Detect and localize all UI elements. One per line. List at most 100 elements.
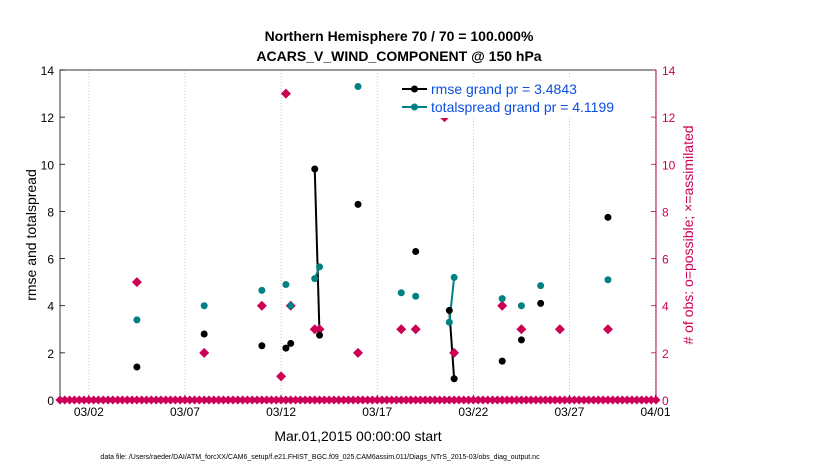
obs-zero-marker bbox=[69, 395, 79, 405]
legend-rmse-label: rmse grand pr = 3.4843 bbox=[431, 81, 577, 97]
x-tick-label: 04/01 bbox=[640, 405, 670, 419]
obs-zero-marker bbox=[127, 395, 137, 405]
obs-zero-marker bbox=[262, 395, 272, 405]
right-y-tick-label: 2 bbox=[662, 347, 669, 361]
obs-zero-marker bbox=[233, 395, 243, 405]
totalspread-point bbox=[445, 318, 453, 326]
obs-zero-marker bbox=[589, 395, 599, 405]
obs-zero-marker bbox=[79, 395, 89, 405]
obs-zero-marker bbox=[319, 395, 329, 405]
obs-zero-marker bbox=[550, 395, 560, 405]
obs-count-marker bbox=[199, 347, 210, 358]
obs-zero-marker bbox=[512, 395, 522, 405]
obs-zero-marker bbox=[536, 395, 546, 405]
obs-zero-marker bbox=[223, 395, 233, 405]
obs-zero-marker bbox=[464, 395, 474, 405]
obs-zero-marker bbox=[584, 395, 594, 405]
obs-zero-marker bbox=[98, 395, 108, 405]
obs-zero-marker bbox=[637, 395, 647, 405]
obs-zero-marker bbox=[603, 395, 613, 405]
legend: rmse grand pr = 3.4843 totalspread grand… bbox=[396, 78, 648, 118]
obs-zero-marker bbox=[175, 395, 185, 405]
chart-title-line2: ACARS_V_WIND_COMPONENT @ 150 hPa bbox=[256, 48, 541, 64]
obs-zero-marker bbox=[363, 395, 373, 405]
obs-zero-marker bbox=[608, 395, 618, 405]
right-y-tick-label: 6 bbox=[662, 253, 669, 267]
obs-zero-marker bbox=[627, 395, 637, 405]
obs-zero-marker bbox=[593, 395, 603, 405]
obs-zero-marker bbox=[180, 395, 190, 405]
obs-count-marker bbox=[449, 347, 460, 358]
obs-zero-marker bbox=[142, 395, 152, 405]
totalspread-point bbox=[450, 273, 458, 281]
obs-zero-marker bbox=[108, 395, 118, 405]
obs-zero-marker bbox=[257, 395, 267, 405]
obs-zero-marker bbox=[151, 395, 161, 405]
x-axis-ticks: 03/02 03/07 03/12 03/17 03/22 03/27 04/01 bbox=[74, 395, 671, 419]
obs-zero-marker bbox=[488, 395, 498, 405]
x-tick-label: 03/17 bbox=[362, 405, 392, 419]
totalspread-point bbox=[537, 282, 545, 290]
totalspread-point bbox=[311, 275, 319, 283]
rmse-point bbox=[412, 248, 420, 255]
totalspread-point bbox=[200, 302, 208, 310]
left-y-tick-label: 10 bbox=[41, 158, 55, 172]
obs-zero-marker bbox=[185, 395, 195, 405]
obs-zero-marker bbox=[444, 395, 454, 405]
obs-zero-marker bbox=[459, 395, 469, 405]
data-file-footer: data file: /Users/raeder/DAI/ATM_forcXX/… bbox=[100, 454, 540, 461]
obs-count-marker bbox=[353, 347, 363, 358]
obs-zero-marker bbox=[60, 395, 70, 405]
legend-rmse-marker bbox=[411, 85, 418, 93]
obs-zero-marker bbox=[622, 395, 632, 405]
obs-count-marker bbox=[396, 324, 407, 335]
totalspread-point bbox=[397, 289, 405, 297]
obs-count-marker bbox=[276, 371, 287, 382]
right-y-tick-label: 0 bbox=[662, 394, 669, 408]
obs-zero-marker bbox=[358, 395, 368, 405]
obs-zero-marker bbox=[103, 395, 113, 405]
obs-zero-marker bbox=[396, 395, 406, 405]
obs-zero-marker bbox=[65, 395, 75, 405]
rmse-point bbox=[354, 200, 362, 208]
obs-zero-marker bbox=[93, 395, 103, 405]
obs-zero-marker bbox=[122, 395, 132, 405]
obs-zero-marker bbox=[247, 395, 257, 405]
totalspread-point bbox=[354, 83, 362, 90]
obs-zero-marker bbox=[521, 395, 531, 405]
obs-zero-marker bbox=[651, 395, 661, 405]
obs-zero-marker bbox=[646, 395, 656, 405]
totalspread-point bbox=[498, 295, 506, 303]
obs-count-marker bbox=[554, 324, 565, 335]
obs-zero-marker bbox=[204, 395, 214, 405]
obs-zero-marker bbox=[305, 395, 315, 405]
totalspread-point bbox=[133, 316, 141, 324]
obs-zero-marker bbox=[266, 395, 276, 405]
obs-zero-marker bbox=[564, 395, 574, 405]
obs-zero-marker bbox=[74, 395, 84, 405]
obs-zero-marker bbox=[132, 395, 142, 405]
obs-count-marker bbox=[410, 324, 421, 335]
obs-zero-marker bbox=[315, 395, 325, 405]
x-axis-label: Mar.01,2015 00:00:00 start bbox=[274, 428, 441, 444]
obs-zero-marker bbox=[420, 395, 430, 405]
obs-count-marker bbox=[131, 277, 142, 288]
obs-zero-marker bbox=[377, 395, 387, 405]
obs-zero-marker bbox=[161, 395, 171, 405]
obs-zero-marker bbox=[440, 395, 450, 405]
totalspread-point bbox=[412, 292, 420, 300]
chart-title-line1: Northern Hemisphere 70 / 70 = 100.000% bbox=[265, 28, 534, 44]
obs-zero-marker bbox=[401, 395, 411, 405]
totalspread-point bbox=[517, 302, 525, 310]
obs-zero-marker bbox=[473, 395, 483, 405]
rmse-point bbox=[311, 165, 319, 173]
obs-zero-marker bbox=[497, 395, 507, 405]
left-y-tick-label: 12 bbox=[41, 111, 55, 125]
obs-zero-marker bbox=[291, 395, 301, 405]
obs-zero-marker bbox=[252, 395, 262, 405]
obs-zero-marker bbox=[372, 395, 382, 405]
obs-zero-marker bbox=[502, 395, 512, 405]
obs-zero-marker bbox=[334, 395, 344, 405]
obs-zero-marker bbox=[218, 395, 228, 405]
